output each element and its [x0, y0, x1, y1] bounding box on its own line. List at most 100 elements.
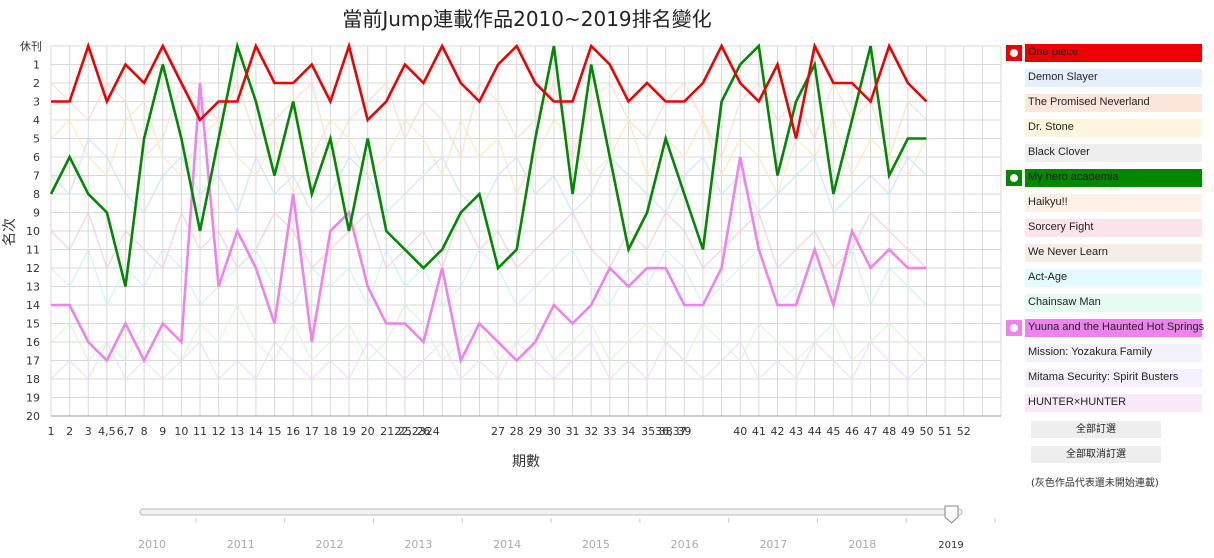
- legend-swatch: [1025, 169, 1202, 187]
- legend-swatch: [1025, 394, 1202, 412]
- legend-toggle-icon[interactable]: [1006, 45, 1022, 61]
- x-tick-label: 15: [268, 425, 282, 438]
- legend-item[interactable]: My hero academia: [1004, 169, 1202, 187]
- x-tick-label: 10: [174, 425, 188, 438]
- legend-swatch: [1025, 119, 1202, 137]
- series-line-my-hero-academia[interactable]: [49, 40, 927, 287]
- y-tick-label: 11: [26, 244, 40, 257]
- slider-year-label[interactable]: 2019: [938, 540, 963, 551]
- x-tick-label: 29: [528, 425, 542, 438]
- slider-year-label[interactable]: 2015: [582, 538, 610, 551]
- slider-year-label[interactable]: 2013: [404, 538, 432, 551]
- legend-swatch: [1025, 369, 1202, 387]
- y-tick-label: 17: [26, 355, 40, 368]
- slider-year-label[interactable]: 2012: [316, 538, 344, 551]
- x-tick-label: 28: [510, 425, 524, 438]
- series-legend: One piece Demon Slayer The Promised Neverl…: [1004, 44, 1205, 419]
- series-line-yuuna-and-the-haunted-hot-springs[interactable]: [51, 82, 927, 365]
- y-tick-label: 5: [33, 133, 40, 146]
- faint-series-line: [50, 340, 928, 381]
- legend-swatch: [1025, 69, 1202, 87]
- select-all-button[interactable]: 全部訂選: [1031, 421, 1161, 438]
- legend-item[interactable]: One piece: [1004, 44, 1202, 62]
- deselect-all-button[interactable]: 全部取消訂選: [1031, 446, 1161, 463]
- x-tick-label: 49: [901, 425, 915, 438]
- legend-toggle-icon[interactable]: [1006, 320, 1022, 336]
- x-tick-label: 34: [621, 425, 635, 438]
- x-tick-label: 13: [230, 425, 244, 438]
- x-tick-label: 12: [212, 425, 226, 438]
- legend-item[interactable]: We Never Learn: [1004, 244, 1202, 262]
- slider-year-label[interactable]: 2018: [848, 538, 876, 551]
- x-axis-label: 期數: [512, 454, 540, 470]
- x-tick-label: 33: [603, 425, 617, 438]
- x-tick-label: 41: [752, 425, 766, 438]
- legend-item[interactable]: HUNTER×HUNTER: [1004, 394, 1202, 412]
- legend-item[interactable]: Demon Slayer: [1004, 69, 1202, 87]
- legend-item[interactable]: Dr. Stone: [1004, 119, 1202, 137]
- y-tick-label: 4: [33, 114, 40, 127]
- selected-dot-icon: [1010, 49, 1018, 57]
- x-tick-label: 39: [677, 425, 691, 438]
- legend-item[interactable]: Mitama Security: Spirit Busters: [1004, 369, 1202, 387]
- legend-toggle-icon[interactable]: [1006, 170, 1022, 186]
- faint-series-line: [50, 210, 928, 270]
- x-tick-label: 16: [286, 425, 300, 438]
- legend-swatch: [1025, 44, 1202, 62]
- x-tick-label: 2122,2324: [380, 425, 440, 438]
- legend-label: One piece: [1028, 46, 1079, 58]
- y-tick-label: 16: [26, 336, 40, 349]
- slider-track[interactable]: [139, 508, 963, 516]
- x-tick-label: 38: [659, 425, 673, 438]
- legend-item[interactable]: The Promised Neverland: [1004, 94, 1202, 112]
- legend-item[interactable]: Mission: Yozakura Family: [1004, 344, 1202, 362]
- selected-dot-icon: [1010, 324, 1018, 332]
- x-tick-label: 20: [361, 425, 375, 438]
- legend-label: Yuuna and the Haunted Hot Springs: [1028, 321, 1205, 333]
- legend-swatch: [1025, 269, 1202, 287]
- x-tick-label: 46: [845, 425, 859, 438]
- legend-item[interactable]: Yuuna and the Haunted Hot Springs: [1004, 319, 1205, 337]
- x-tick-label: 18: [323, 425, 337, 438]
- slider-year-label[interactable]: 2010: [138, 538, 166, 551]
- legend-item[interactable]: Chainsaw Man: [1004, 294, 1202, 312]
- x-tick-label: 6,7: [117, 425, 135, 438]
- slider-year-label[interactable]: 2017: [759, 538, 787, 551]
- x-tick-label: 17: [305, 425, 319, 438]
- legend-label: Black Clover: [1028, 146, 1090, 158]
- legend-label: The Promised Neverland: [1028, 96, 1150, 108]
- legend-swatch: [1025, 244, 1202, 262]
- year-slider[interactable]: 2010 2011 2012 2013 2014 2015 2016 2017 2018 2019: [138, 505, 996, 551]
- x-tick-label: 4,5: [98, 425, 116, 438]
- y-tick-label: 14: [26, 299, 40, 312]
- y-tick-label: 10: [26, 225, 40, 238]
- legend-item[interactable]: Act-Age: [1004, 269, 1202, 287]
- y-tick-label: 3: [33, 96, 40, 109]
- x-tick-label: 9: [159, 425, 166, 438]
- legend-label: Sorcery Fight: [1028, 221, 1094, 233]
- x-tick-label: 42: [770, 425, 784, 438]
- y-tick-label: 13: [26, 281, 40, 294]
- y-tick-label: 9: [33, 207, 40, 220]
- slider-handle[interactable]: [944, 505, 959, 524]
- slider-year-label[interactable]: 2014: [493, 538, 521, 551]
- x-tick-label: 48: [882, 425, 896, 438]
- legend-item[interactable]: Sorcery Fight: [1004, 219, 1202, 237]
- x-tick-label: 51: [938, 425, 952, 438]
- legend-label: HUNTER×HUNTER: [1028, 396, 1127, 408]
- legend-label: Mitama Security: Spirit Busters: [1028, 371, 1179, 383]
- legend-swatch: [1025, 144, 1202, 162]
- legend-swatch: [1025, 194, 1202, 212]
- x-tick-label: 3536,37: [641, 425, 687, 438]
- slider-year-label[interactable]: 2016: [671, 538, 699, 551]
- legend-item[interactable]: Black Clover: [1004, 144, 1202, 162]
- chart-title: 當前Jump連載作品2010~2019排名變化: [342, 7, 711, 31]
- legend-label: My hero academia: [1028, 171, 1119, 183]
- legend-swatch: [1025, 94, 1202, 112]
- legend-item[interactable]: Haikyu!!: [1004, 194, 1202, 212]
- y-tick-label: 休刊: [20, 40, 42, 53]
- slider-year-label[interactable]: 2011: [227, 538, 255, 551]
- series-line-one-piece[interactable]: [51, 41, 928, 139]
- legend-label: Chainsaw Man: [1028, 296, 1101, 308]
